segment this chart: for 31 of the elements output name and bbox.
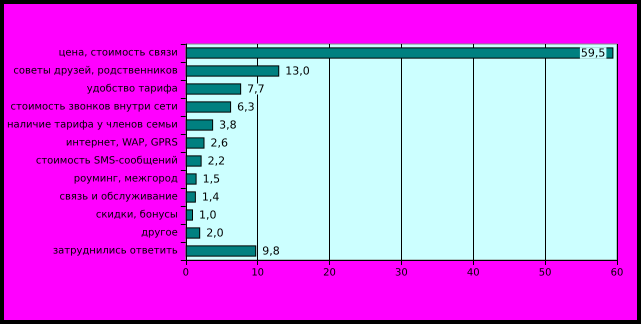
x-tick-label: 10 [251,268,264,278]
data-label: 1,5 [202,172,220,186]
x-tick-label: 60 [610,268,624,278]
y-tick-label: интернет, WAP, GPRS [66,138,178,148]
x-tick-label: 20 [323,268,336,278]
data-label: 59,5 [580,46,606,60]
data-label: 3,8 [219,118,237,132]
y-tick-label: цена, стоимость связи [58,48,178,58]
data-label: 1,0 [199,208,216,222]
data-label: 1,4 [202,190,220,204]
x-tick-label: 40 [466,268,480,278]
y-tick-label: стоимость звонков внутри сети [10,102,178,112]
data-label: 7,7 [247,82,265,96]
x-tick-label: 30 [395,268,408,278]
y-tick-label: связь и обслуживание [60,192,178,202]
y-tick-label: скидки, бонусы [96,210,178,220]
y-tick-label: другое [141,228,178,238]
x-tick-label: 50 [538,268,552,278]
data-label: 9,8 [262,244,280,258]
y-tick-label: удобство тарифа [86,84,178,94]
x-tick-label: 0 [182,268,190,278]
y-tick-label: советы друзей, родственников [13,66,178,76]
data-label: 2,6 [210,136,228,150]
y-tick-label: наличие тарифа у членов семьи [6,120,178,130]
y-tick-label: стоимость SMS-сообщений [36,156,178,166]
data-label: 13,0 [285,64,310,78]
data-label: 6,3 [237,100,255,114]
data-label: 2,0 [206,226,224,240]
data-label: 2,2 [208,154,226,168]
y-tick-label: роуминг, межгород [74,174,178,184]
y-tick-label: затруднились ответить [52,246,178,256]
